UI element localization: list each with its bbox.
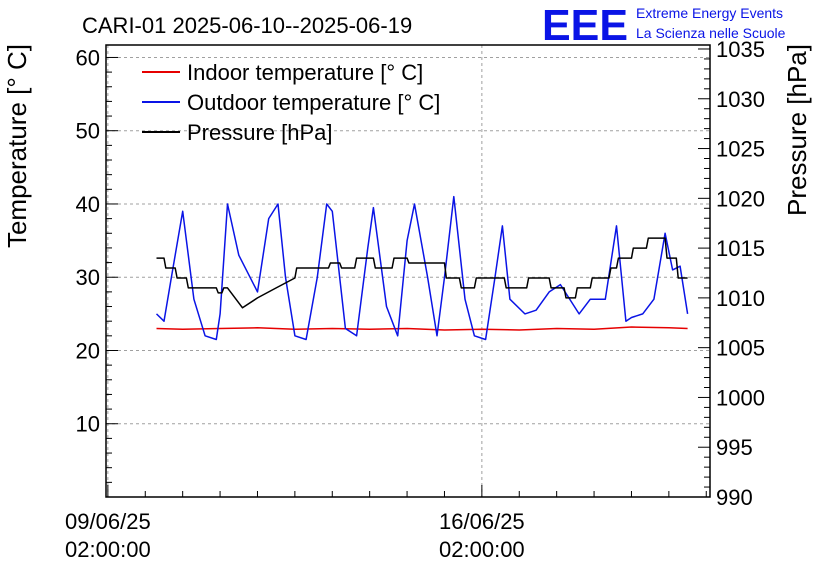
y-tick-label: 20 xyxy=(76,338,100,363)
legend: Indoor temperature [° C] Outdoor tempera… xyxy=(142,60,440,145)
y-tick-label: 60 xyxy=(76,45,100,70)
grid xyxy=(106,45,710,497)
plot-frame xyxy=(105,44,711,498)
series-line-pressure xyxy=(156,237,688,309)
y2-tick-label: 1025 xyxy=(716,137,765,162)
eee-logo-line1: Extreme Energy Events xyxy=(636,5,783,21)
y-tick-label: 10 xyxy=(76,412,100,437)
y2-tick-label: 1015 xyxy=(716,236,765,261)
y2-tick-label: 995 xyxy=(716,435,753,460)
y-tick-label: 40 xyxy=(76,192,100,217)
y2-axis-label: Pressure [hPa] xyxy=(782,44,812,216)
x-tick-label-time: 02:00:00 xyxy=(65,537,151,562)
y2-tick-label: 1000 xyxy=(716,385,765,410)
axes: 1020304050609909951000100510101015102010… xyxy=(65,37,765,562)
y2-tick-label: 1010 xyxy=(716,286,765,311)
y2-tick-label: 1020 xyxy=(716,186,765,211)
y2-tick-label: 990 xyxy=(716,485,753,510)
y2-tick-label: 1005 xyxy=(716,336,765,361)
series-layer xyxy=(155,195,689,341)
series-line-indoor-temperature xyxy=(156,326,688,331)
legend-label-pressure: Pressure [hPa] xyxy=(187,120,333,145)
y2-tick-label: 1035 xyxy=(716,37,765,62)
chart-title: CARI-01 2025-06-10--2025-06-19 xyxy=(82,13,412,38)
eee-logo-mark: EEE xyxy=(542,1,628,50)
eee-logo-line2: La Scienza nelle Scuole xyxy=(636,25,786,41)
x-tick-label-date: 16/06/25 xyxy=(439,509,525,534)
y2-tick-label: 1030 xyxy=(716,87,765,112)
legend-label-outdoor: Outdoor temperature [° C] xyxy=(187,90,440,115)
y-tick-label: 50 xyxy=(76,119,100,144)
legend-label-indoor: Indoor temperature [° C] xyxy=(187,60,423,85)
eee-logo: EEE Extreme Energy Events La Scienza nel… xyxy=(542,1,786,50)
x-tick-label-time: 02:00:00 xyxy=(439,537,525,562)
y-axis-label: Temperature [° C] xyxy=(2,44,32,248)
x-tick-label-date: 09/06/25 xyxy=(65,509,151,534)
y-tick-label: 30 xyxy=(76,265,100,290)
